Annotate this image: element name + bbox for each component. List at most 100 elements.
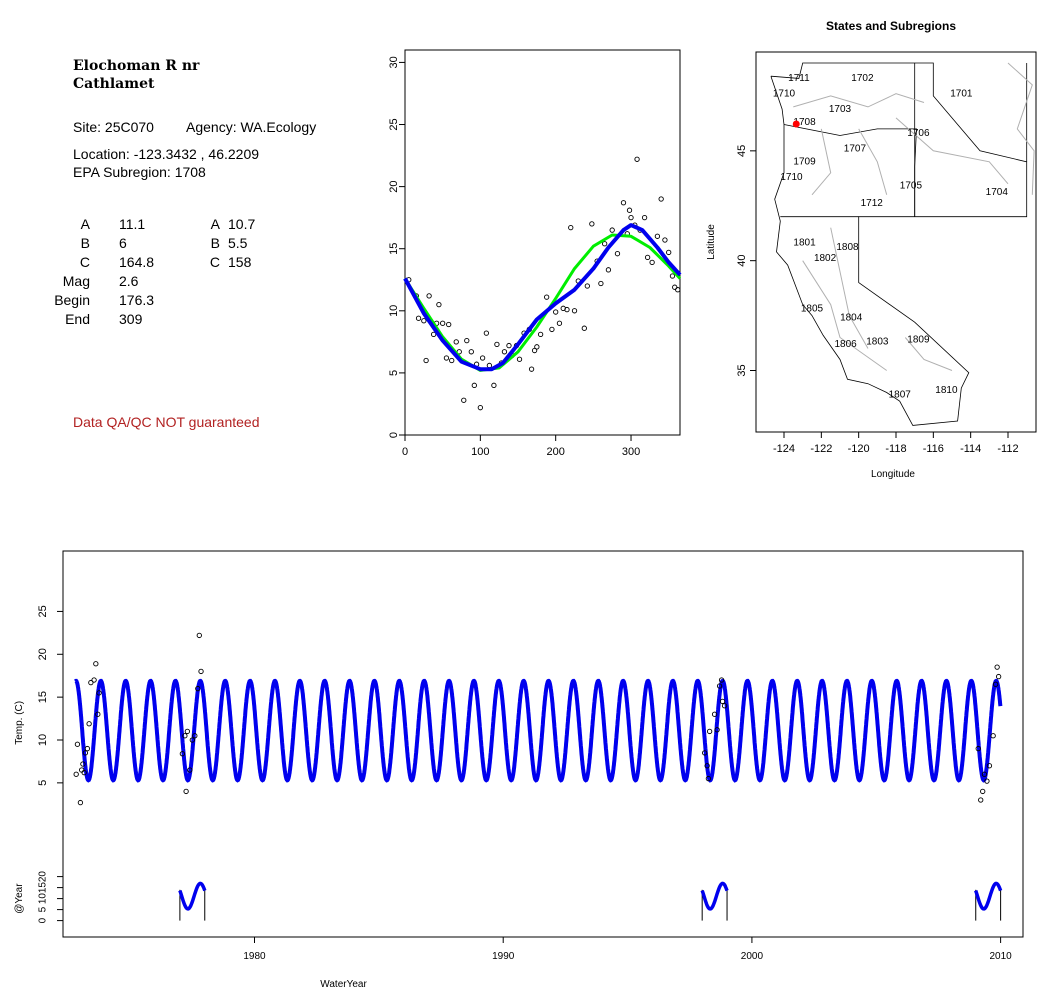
y-tick-label: 5: [37, 780, 49, 786]
data-point: [598, 280, 604, 287]
data-point: [662, 237, 668, 243]
data-point: [501, 349, 508, 355]
data-point: [421, 318, 427, 324]
data-point: [430, 331, 437, 338]
subregion-border: [811, 128, 832, 196]
data-point: [658, 196, 664, 202]
y-axis-label: @Year: [14, 883, 25, 914]
site-name-line2: Cathlamet: [73, 76, 155, 92]
data-point: [986, 763, 993, 769]
y-tick-label: 20: [37, 648, 49, 660]
data-point: [471, 382, 477, 388]
seasonal-chart: 0 100 200 300 0 5 10 15 20 25 30: [388, 49, 682, 458]
region-label: 1804: [840, 312, 863, 323]
data-point: [537, 331, 544, 338]
green-fit-line: [403, 233, 682, 372]
x-tick-label: 200: [547, 446, 565, 458]
data-point: [96, 690, 102, 696]
y-tick-label: 5: [388, 370, 400, 376]
x-tick-label: -124: [773, 443, 795, 455]
y-tick-label: 20: [388, 180, 400, 192]
region-label: 1710: [773, 88, 796, 99]
event-year-curve: [700, 881, 729, 911]
y-tick-label: 30: [388, 56, 400, 68]
x-tick-label: -114: [960, 443, 981, 455]
x-tick-label: 1990: [492, 951, 515, 962]
y-tick-label: 40: [736, 255, 748, 267]
data-point: [620, 200, 627, 206]
data-point: [415, 315, 422, 321]
data-point: [73, 771, 79, 777]
x-tick-label: 300: [622, 446, 640, 458]
state-outline: [770, 62, 1028, 426]
data-point: [528, 366, 535, 372]
y-tick-label: 10: [388, 305, 400, 317]
region-label: 1707: [844, 143, 867, 154]
data-point: [423, 357, 429, 364]
location: Location: -123.3432 , 46.2209: [73, 146, 260, 162]
data-point: [179, 751, 186, 757]
site-id: Site: 25C070: [73, 119, 154, 135]
region-label: 1801: [793, 238, 816, 249]
data-point: [644, 254, 651, 261]
data-point: [584, 283, 590, 289]
y-tick-label: 45: [736, 145, 748, 157]
x-tick-label: 1980: [243, 951, 266, 962]
data-point: [721, 703, 728, 709]
region-label: 1701: [950, 88, 973, 99]
plot-frame: [62, 550, 1024, 938]
region-label: 1702: [851, 73, 874, 84]
data-point: [626, 207, 633, 213]
data-point: [716, 683, 723, 689]
data-point: [86, 721, 92, 727]
data-point: [436, 301, 442, 308]
region-label: 1706: [907, 128, 930, 139]
data-point: [534, 344, 540, 350]
subregion-map: States and Subregions 1711 1702 1701 1710 170…: [706, 19, 1037, 480]
x-axis-label: WaterYear: [320, 979, 367, 990]
subregion-border: [895, 117, 1009, 185]
subregion-border: [904, 337, 953, 371]
data-point: [605, 267, 612, 273]
x-tick-label: 100: [471, 446, 489, 458]
data-point: [602, 241, 608, 247]
x-axis-label: Longitude: [871, 469, 915, 480]
data-point: [443, 355, 450, 361]
data-point: [589, 221, 595, 227]
data-point: [992, 681, 999, 687]
x-tick-label: -112: [997, 443, 1018, 455]
data-point: [82, 750, 89, 756]
x-tick-label: 2010: [989, 951, 1012, 962]
x-tick-label: -120: [848, 443, 870, 455]
blue-fit-line: [403, 223, 682, 372]
data-point: [449, 357, 455, 364]
subregion-border: [830, 227, 869, 349]
data-point: [571, 308, 578, 314]
data-point: [88, 679, 94, 686]
qa-note: Data QA/QC NOT guaranteed: [73, 414, 260, 430]
data-point: [440, 320, 446, 326]
map-title: States and Subregions: [826, 19, 956, 33]
y-tick-label: 10: [37, 734, 49, 746]
data-point: [634, 156, 640, 162]
data-point: [654, 233, 661, 239]
data-point: [483, 330, 490, 336]
data-point: [74, 741, 81, 747]
data-point: [994, 664, 1000, 670]
data-point: [614, 251, 621, 257]
data-point: [468, 349, 474, 355]
data-point: [183, 788, 189, 795]
data-point: [543, 294, 550, 300]
region-label: 1809: [907, 334, 930, 345]
y-tick-label: 20: [38, 871, 49, 883]
data-point: [446, 321, 452, 328]
y-tick-label: 35: [736, 364, 748, 376]
region-label: 1810: [935, 385, 958, 396]
x-tick-label: -122: [810, 443, 832, 455]
data-point: [981, 771, 988, 777]
site-name: Elochoman R nr Cathlamet: [73, 57, 199, 93]
x-tick-label: -116: [923, 443, 944, 455]
data-point: [666, 249, 672, 256]
data-point: [81, 769, 87, 776]
